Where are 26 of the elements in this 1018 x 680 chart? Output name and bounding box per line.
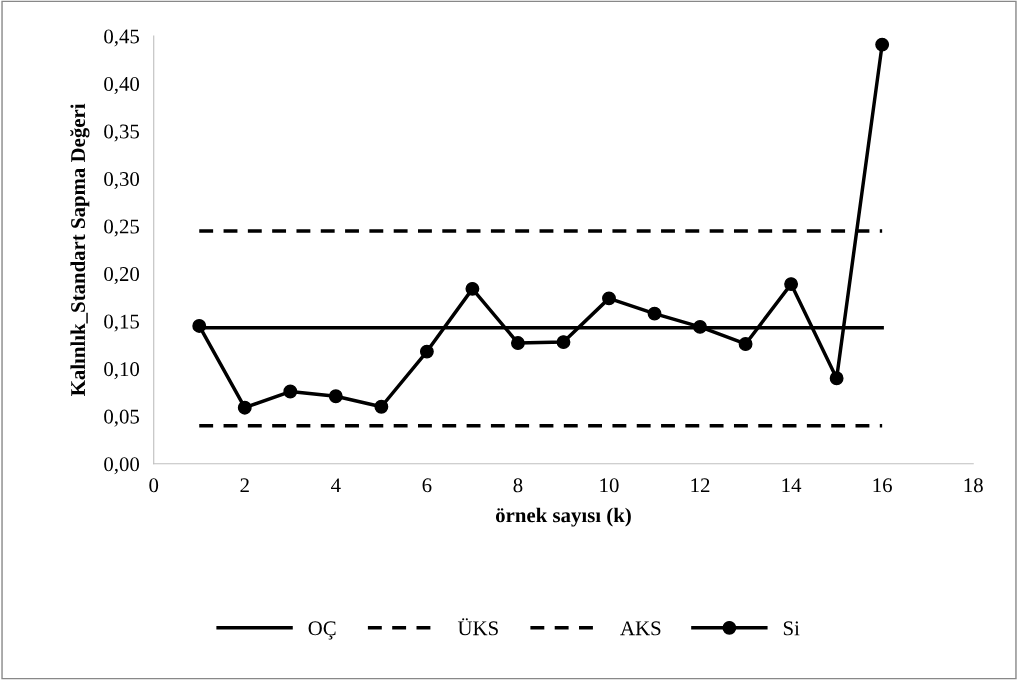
y-tick-label: 0,25 xyxy=(104,219,140,237)
x-tick-label: 8 xyxy=(513,478,523,493)
x-tick-label: 16 xyxy=(873,478,892,493)
y-axis-title: Kalınlık_Standart Sapma Değeri xyxy=(70,103,90,396)
y-tick-label: 0,40 xyxy=(104,76,140,94)
y-tick-label: 0,35 xyxy=(104,124,140,142)
y-tick-label: 0,10 xyxy=(104,362,140,380)
y-tick-label: 0,00 xyxy=(104,457,140,475)
y-tick-label: 0,20 xyxy=(104,267,140,285)
x-tick-label: 4 xyxy=(331,478,341,493)
x-tick-label: 0 xyxy=(149,478,159,493)
y-tick-label: 0,05 xyxy=(104,409,140,427)
x-tick-label: 12 xyxy=(691,478,710,493)
legend-label: ÜKS xyxy=(457,618,498,636)
x-tick-label: 14 xyxy=(782,478,802,493)
y-tick-label: 0,15 xyxy=(104,314,140,332)
legend-label: AKS xyxy=(620,621,661,636)
x-tick-label: 6 xyxy=(422,478,432,493)
legend-label: Si xyxy=(783,621,800,636)
y-tick-label: 0,45 xyxy=(104,29,140,47)
x-tick-label: 10 xyxy=(600,478,619,493)
legend-label: OÇ xyxy=(308,621,336,640)
y-tick-label: 0,30 xyxy=(104,171,140,190)
x-tick-label: 2 xyxy=(240,478,249,493)
x-axis-title: örnek sayısı (k) xyxy=(495,507,631,527)
x-tick-label: 18 xyxy=(964,478,983,493)
